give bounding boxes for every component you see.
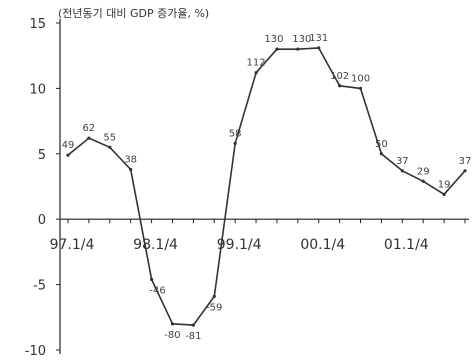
data-point <box>233 141 237 145</box>
x-tick-label: 97.1/4 <box>50 237 95 253</box>
y-tick-label: 10 <box>29 82 46 97</box>
data-point <box>379 152 384 156</box>
data-label: 58 <box>229 128 242 139</box>
x-axis: 97.1/4 98.1/4 99.1/4 00.1/4 01.1/4 <box>50 218 469 253</box>
data-point <box>317 46 321 50</box>
data-label: 38 <box>124 154 137 165</box>
data-point <box>66 153 70 157</box>
chart-title: (전년동기 대비 GDP 증가율, %) <box>58 7 209 20</box>
y-tick-label: 15 <box>29 17 46 32</box>
data-label: 50 <box>375 139 388 150</box>
data-label: -59 <box>206 302 222 313</box>
data-point <box>421 179 425 183</box>
data-label: 62 <box>83 123 96 134</box>
data-label: 19 <box>438 179 451 190</box>
data-label: 37 <box>396 156 409 167</box>
y-tick-label: 5 <box>38 148 46 163</box>
data-label: 130 <box>292 34 311 45</box>
data-point <box>296 47 300 51</box>
data-label: 112 <box>247 58 266 69</box>
data-point <box>358 86 363 90</box>
data-point <box>170 322 175 326</box>
data-point <box>275 47 279 51</box>
series-line <box>66 46 467 327</box>
data-label: 102 <box>330 71 349 82</box>
data-point <box>191 323 195 327</box>
data-label: 55 <box>103 132 116 143</box>
data-point <box>87 136 91 140</box>
y-axis: 15 10 5 0 -5 -10 <box>25 17 61 359</box>
data-point <box>254 71 258 75</box>
data-label: 29 <box>417 166 430 177</box>
y-tick-label: -5 <box>33 279 46 294</box>
series-polyline <box>67 47 466 326</box>
data-label: 37 <box>459 156 472 167</box>
data-point <box>442 192 446 196</box>
data-point <box>338 84 342 88</box>
data-label: 130 <box>264 34 283 45</box>
y-tick-label: -10 <box>25 344 46 359</box>
data-label: -81 <box>185 331 201 342</box>
data-label: 49 <box>62 140 75 151</box>
data-label: -80 <box>164 330 180 341</box>
data-point <box>463 169 467 173</box>
data-point <box>129 167 133 172</box>
data-point <box>212 294 216 298</box>
data-point <box>108 145 112 149</box>
x-tick-label: 00.1/4 <box>300 237 345 253</box>
y-tick-label: 0 <box>38 213 46 228</box>
data-label: 100 <box>351 73 370 84</box>
x-tick-label: 99.1/4 <box>217 237 262 253</box>
data-point <box>149 277 154 281</box>
data-label: 131 <box>309 33 328 44</box>
x-tick-label: 98.1/4 <box>133 237 178 253</box>
data-label: -46 <box>149 285 165 296</box>
x-tick-label: 01.1/4 <box>384 237 429 253</box>
data-point <box>400 169 404 173</box>
